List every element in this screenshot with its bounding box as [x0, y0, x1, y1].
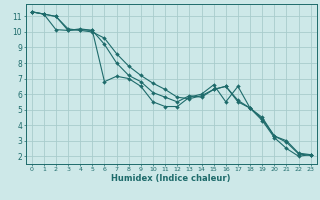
X-axis label: Humidex (Indice chaleur): Humidex (Indice chaleur) [111, 174, 231, 183]
